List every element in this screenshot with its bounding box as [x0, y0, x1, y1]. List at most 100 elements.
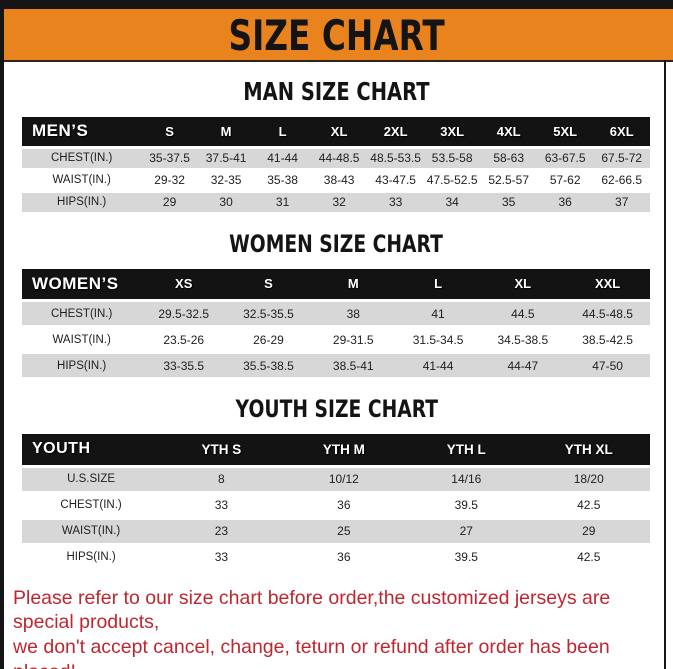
row-label: WAIST(IN.) — [22, 169, 142, 193]
size-col-header: XXL — [565, 268, 650, 302]
cell-value: 44-47 — [480, 352, 566, 380]
cell-value: 38 — [310, 300, 396, 328]
table-row: CHEST(IN.) 33 36 39.5 42.5 — [22, 492, 650, 520]
size-col-header: M — [197, 117, 255, 149]
row-label: HIPS(IN.) — [22, 544, 161, 572]
table-row: WAIST(IN.) 29-32 32-35 35-38 38-43 43-47… — [22, 169, 650, 193]
cell-value: 37 — [593, 191, 650, 215]
size-col-header: M — [310, 268, 396, 302]
cell-value: 41-44 — [395, 352, 481, 380]
womens-section: WOMEN SIZE CHART WOMEN’S XS S M L XL XXL… — [0, 230, 673, 380]
cell-value: 32 — [310, 191, 368, 215]
cell-value: 37.5-41 — [197, 147, 255, 171]
cell-value: 41 — [395, 300, 481, 328]
left-border-bar — [0, 0, 4, 669]
cell-value: 18/20 — [527, 466, 650, 494]
cell-value: 36 — [282, 544, 406, 572]
cell-value: 33 — [367, 191, 424, 215]
size-col-header: XL — [480, 268, 566, 302]
row-label: CHEST(IN.) — [22, 492, 161, 520]
cell-value: 63-67.5 — [536, 147, 594, 171]
cell-value: 36 — [536, 191, 594, 215]
size-col-header: 6XL — [593, 117, 650, 149]
cell-value: 38-43 — [310, 169, 368, 193]
cell-value: 23.5-26 — [141, 326, 227, 354]
size-col-header: XL — [310, 117, 368, 149]
cell-value: 14/16 — [405, 466, 528, 494]
youth-section-heading: YOUTH SIZE CHART — [0, 395, 673, 423]
cell-value: 32.5-35.5 — [226, 300, 311, 328]
mens-header-row: MEN’S S M L XL 2XL 3XL 4XL 5XL 6XL — [22, 117, 650, 149]
cell-value: 31.5-34.5 — [395, 326, 481, 354]
size-col-header: 4XL — [480, 117, 537, 149]
row-label: HIPS(IN.) — [22, 352, 142, 380]
youth-header-row: YOUTH YTH S YTH M YTH L YTH XL — [22, 434, 650, 468]
cell-value: 33 — [160, 492, 283, 520]
youth-section-heading-text: YOUTH SIZE CHART — [235, 395, 438, 423]
size-col-header: YTH S — [160, 434, 283, 468]
cell-value: 25 — [282, 518, 406, 546]
cell-value: 26-29 — [226, 326, 311, 354]
size-col-header: YTH L — [405, 434, 528, 468]
cell-value: 29-31.5 — [310, 326, 396, 354]
cell-value: 52.5-57 — [480, 169, 537, 193]
size-col-header: YTH XL — [527, 434, 650, 468]
footer-disclaimer: Please refer to our size chart before or… — [13, 586, 663, 669]
row-label: WAIST(IN.) — [22, 518, 161, 546]
cell-value: 35-37.5 — [141, 147, 198, 171]
row-label: U.S.SIZE — [22, 466, 161, 494]
size-col-header: YTH M — [282, 434, 406, 468]
cell-value: 67.5-72 — [593, 147, 650, 171]
cell-value: 8 — [160, 466, 283, 494]
page-title-text: SIZE CHART — [228, 11, 445, 60]
cell-value: 34 — [423, 191, 481, 215]
cell-value: 30 — [197, 191, 255, 215]
cell-value: 27 — [405, 518, 528, 546]
cell-value: 62-66.5 — [593, 169, 650, 193]
cell-value: 23 — [160, 518, 283, 546]
table-row: U.S.SIZE 8 10/12 14/16 18/20 — [22, 466, 650, 494]
row-label: WAIST(IN.) — [22, 326, 142, 354]
cell-value: 47-50 — [565, 352, 650, 380]
table-row: HIPS(IN.) 33 36 39.5 42.5 — [22, 544, 650, 572]
womens-size-table: WOMEN’S XS S M L XL XXL CHEST(IN.) 29.5-… — [22, 268, 650, 380]
cell-value: 35-38 — [254, 169, 311, 193]
size-col-header: L — [395, 268, 481, 302]
table-row: CHEST(IN.) 35-37.5 37.5-41 41-44 44-48.5… — [22, 147, 650, 171]
cell-value: 10/12 — [282, 466, 406, 494]
mens-table-label: MEN’S — [22, 117, 142, 149]
mens-size-table: MEN’S S M L XL 2XL 3XL 4XL 5XL 6XL CHEST… — [22, 117, 650, 215]
cell-value: 47.5-52.5 — [423, 169, 481, 193]
womens-section-heading-text: WOMEN SIZE CHART — [229, 229, 444, 258]
cell-value: 38.5-42.5 — [565, 326, 650, 354]
size-col-header: S — [226, 268, 311, 302]
size-col-header: 5XL — [536, 117, 594, 149]
size-col-header: XS — [141, 268, 227, 302]
womens-header-row: WOMEN’S XS S M L XL XXL — [22, 268, 650, 302]
cell-value: 36 — [282, 492, 406, 520]
size-col-header: L — [254, 117, 311, 149]
cell-value: 31 — [254, 191, 311, 215]
page-title: SIZE CHART — [0, 9, 673, 62]
top-black-bar — [0, 0, 673, 9]
footer-disclaimer-line2: we don't accept cancel, change, teturn o… — [13, 636, 610, 669]
cell-value: 33-35.5 — [141, 352, 227, 380]
youth-section: YOUTH SIZE CHART YOUTH YTH S YTH M YTH L… — [0, 395, 673, 572]
cell-value: 38.5-41 — [310, 352, 396, 380]
mens-section: MAN SIZE CHART MEN’S S M L XL 2XL 3XL 4X… — [0, 77, 673, 215]
table-row: WAIST(IN.) 23.5-26 26-29 29-31.5 31.5-34… — [22, 326, 650, 354]
footer-disclaimer-line1: Please refer to our size chart before or… — [13, 586, 611, 634]
youth-table-label: YOUTH — [22, 434, 161, 468]
cell-value: 43-47.5 — [367, 169, 424, 193]
cell-value: 35 — [480, 191, 537, 215]
cell-value: 39.5 — [405, 492, 528, 520]
cell-value: 42.5 — [527, 544, 650, 572]
cell-value: 53.5-58 — [423, 147, 481, 171]
title-banner: SIZE CHART — [0, 0, 673, 62]
mens-section-heading: MAN SIZE CHART — [0, 77, 673, 106]
womens-section-heading: WOMEN SIZE CHART — [0, 230, 673, 258]
cell-value: 42.5 — [527, 492, 650, 520]
right-border-line — [664, 60, 666, 669]
table-row: HIPS(IN.) 33-35.5 35.5-38.5 38.5-41 41-4… — [22, 352, 650, 380]
